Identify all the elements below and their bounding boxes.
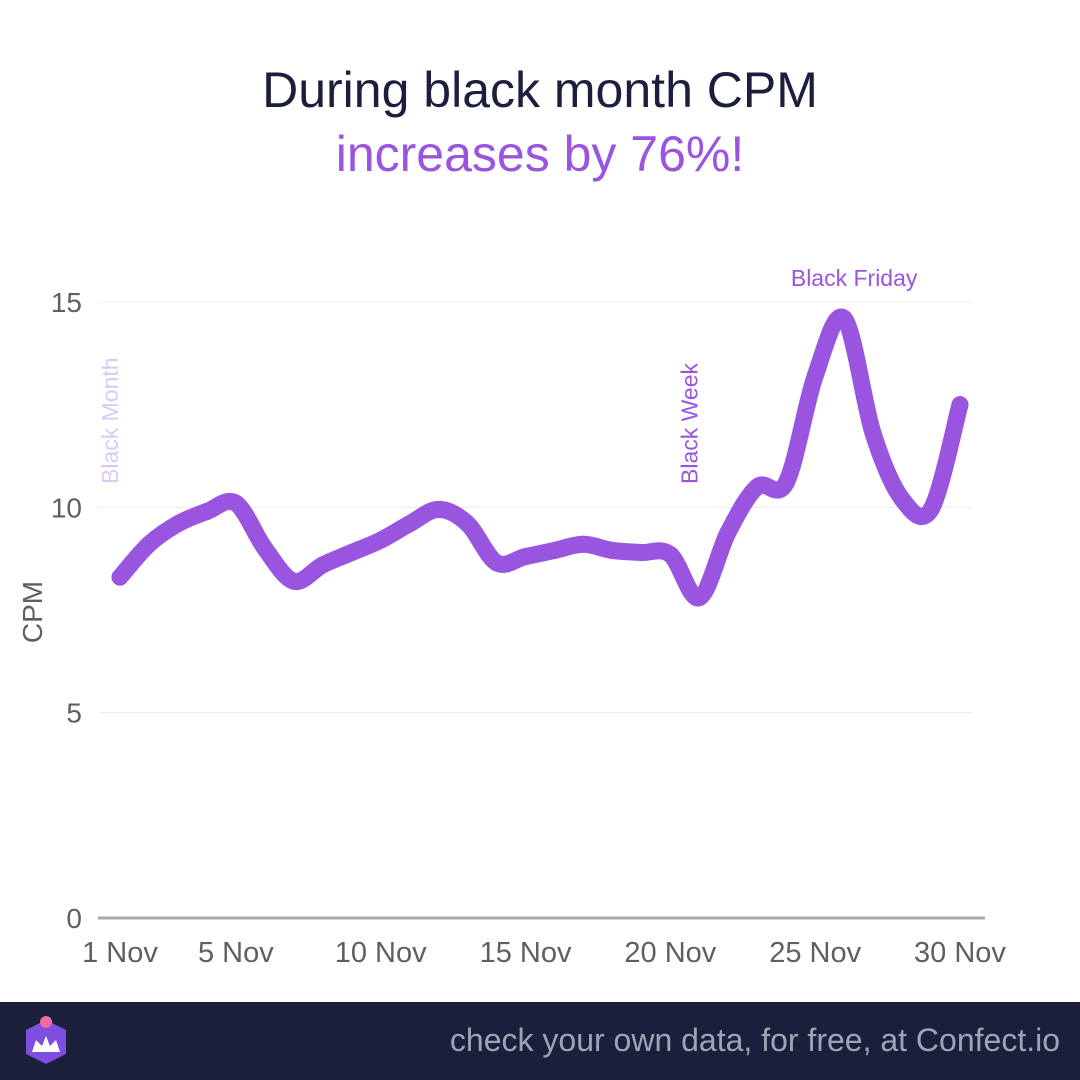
annotation-label: Black Week — [676, 362, 702, 484]
footer-text[interactable]: check your own data, for free, at Confec… — [449, 1022, 1060, 1058]
chart-title: During black month CPM increases by 76%! — [0, 58, 1080, 186]
data-point — [169, 515, 187, 533]
data-point — [256, 539, 274, 557]
title-line-1: During black month CPM — [262, 62, 818, 118]
annotation-label: Black Month — [97, 357, 123, 484]
data-point — [343, 544, 361, 562]
data-point — [517, 548, 535, 566]
data-point — [459, 515, 477, 533]
data-point — [835, 309, 853, 327]
x-tick-label: 15 Nov — [480, 937, 572, 969]
data-point — [777, 474, 795, 492]
data-point — [864, 424, 882, 442]
data-point — [951, 396, 969, 414]
data-point — [227, 494, 245, 512]
data-point — [719, 523, 737, 541]
annotation-label: Black Friday — [791, 265, 918, 291]
data-point — [632, 544, 650, 562]
data-point — [285, 572, 303, 590]
x-tick-label: 30 Nov — [914, 937, 1006, 969]
confect-logo-icon — [26, 1016, 66, 1064]
data-point — [401, 515, 419, 533]
data-point — [922, 500, 940, 518]
data-point — [748, 478, 766, 496]
data-point — [140, 535, 158, 553]
data-point — [806, 367, 824, 385]
data-point — [488, 554, 506, 572]
footer-bar: check your own data, for free, at Confec… — [0, 1002, 1080, 1080]
x-tick-label: 5 Nov — [198, 937, 274, 969]
data-point — [690, 589, 708, 607]
x-tick-label: 1 Nov — [82, 937, 158, 969]
x-tick-label: 20 Nov — [624, 937, 716, 969]
data-point — [545, 541, 563, 559]
data-point — [198, 502, 216, 520]
title-line-2: increases by 76%! — [335, 126, 745, 182]
annotations: Black Month Black Week Black Friday — [97, 265, 918, 484]
data-point — [603, 541, 621, 559]
series-line — [111, 308, 969, 607]
data-point — [372, 531, 390, 549]
data-point — [314, 556, 332, 574]
cpm-line-chart: 0 5 10 15 1 Nov 5 Nov 10 Nov 15 Nov 20 Nov 25 Nov… — [17, 265, 1006, 969]
x-tick-label: 25 Nov — [769, 937, 861, 969]
y-tick-label: 5 — [66, 698, 82, 729]
points-layer — [111, 309, 969, 607]
data-point — [574, 535, 592, 553]
axes: 0 5 10 15 1 Nov 5 Nov 10 Nov 15 Nov 20 Nov 25 Nov… — [17, 287, 1006, 969]
data-point — [893, 490, 911, 508]
y-axis-label: CPM — [17, 581, 48, 643]
y-tick-label: 10 — [51, 492, 82, 523]
x-tick-label: 10 Nov — [335, 937, 427, 969]
data-point — [111, 568, 129, 586]
y-tick-label: 15 — [51, 287, 82, 318]
y-tick-label: 0 — [66, 903, 82, 934]
series-layer — [111, 308, 969, 607]
data-point — [661, 546, 679, 564]
data-point — [430, 500, 448, 518]
